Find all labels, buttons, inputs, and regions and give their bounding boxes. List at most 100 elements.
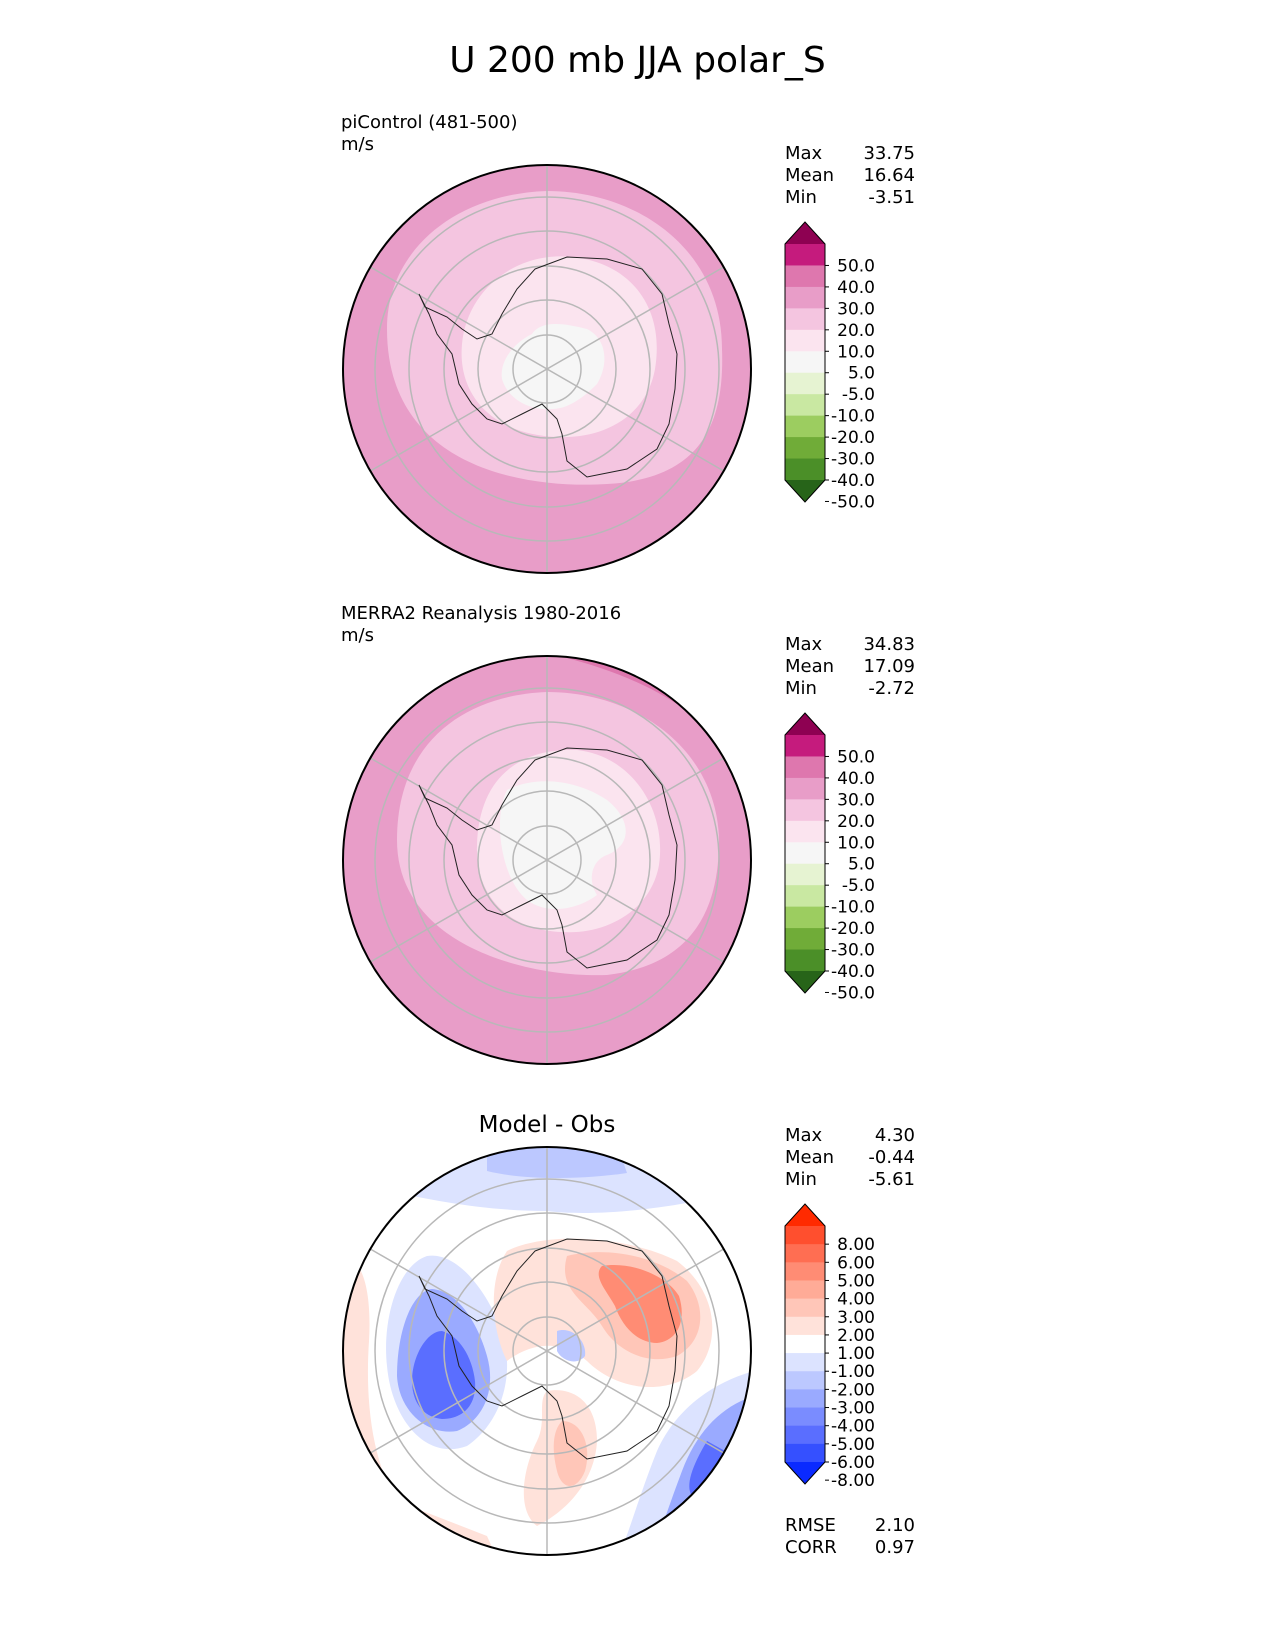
- colorbar-segment: [785, 949, 825, 972]
- colorbar-segment: [785, 820, 825, 843]
- stat-value: -0.44: [868, 1147, 915, 1168]
- colorbar-tick-label: 3.00: [837, 1308, 875, 1328]
- colorbar-segment: [785, 265, 825, 288]
- colorbar-tick-label: 50.0: [837, 747, 875, 767]
- colorbar-segment: [785, 1262, 825, 1281]
- colorbar-tick-label: 30.0: [837, 299, 875, 319]
- graticule: [369, 1147, 725, 1555]
- contour-minus6-minus5: [412, 1331, 476, 1419]
- antarctica-coastline: [418, 747, 678, 969]
- colorbar-segment: [785, 1443, 825, 1463]
- colorbar-segment: [785, 1316, 825, 1336]
- colorbar-tick-label: -4.00: [831, 1417, 875, 1437]
- colorbar-tick-label: -30.0: [831, 450, 875, 470]
- colorbar-segment: [785, 351, 825, 374]
- colorbar-segment: [785, 1425, 825, 1445]
- colorbar-segment: [785, 372, 825, 395]
- colorbar-segment: [785, 1371, 825, 1390]
- colorbar-tick-label: -40.0: [831, 471, 875, 491]
- panel3-metrics: RMSE 2.10 CORR 0.97: [785, 1515, 915, 1559]
- colorbar-panel2: 50.040.030.020.010.05.0-5.0-10.0-20.0-30…: [784, 712, 875, 1003]
- metric-value: 2.10: [874, 1515, 915, 1536]
- colorbar-tick-label: 5.0: [848, 364, 875, 384]
- colorbar-tick-label: 50.0: [837, 256, 875, 276]
- panel3-stats: Max 4.30 Mean -0.44 Min -5.61: [785, 1125, 915, 1191]
- metric-name: RMSE: [785, 1515, 836, 1536]
- stat-name: Min: [785, 678, 817, 699]
- colorbar-tick-label: -2.00: [831, 1380, 875, 1400]
- colorbar-tick-label: -6.00: [831, 1453, 875, 1473]
- colorbar-segment: [785, 458, 825, 481]
- colorbar-tick-label: 6.00: [837, 1253, 875, 1273]
- colorbar-tick-label: -5.0: [842, 876, 875, 896]
- colorbar-segment: [785, 863, 825, 886]
- colorbar-tick-label: -40.0: [831, 962, 875, 982]
- colorbar-segment: [785, 244, 825, 266]
- stat-value: 4.30: [874, 1125, 915, 1146]
- colorbar-tick-label: 20.0: [837, 812, 875, 832]
- colorbar-segment: [785, 928, 825, 951]
- colorbar-tick-label: 8.00: [837, 1235, 875, 1255]
- stat-name: Min: [785, 1169, 817, 1190]
- colorbar-segment: [785, 906, 825, 929]
- colorbar-segment: [785, 415, 825, 438]
- stat-value: 33.75: [863, 143, 915, 164]
- map-panel1: [342, 164, 752, 574]
- panel2-label: MERRA2 Reanalysis 1980-2016 m/s: [341, 603, 621, 647]
- colorbar-tick-label: 5.0: [848, 855, 875, 875]
- colorbar-panel3: 8.006.005.004.003.002.001.00-1.00-2.00-3…: [784, 1203, 875, 1491]
- stat-name: Mean: [785, 1147, 835, 1168]
- colorbar-segment: [785, 1298, 825, 1318]
- metric-name: CORR: [785, 1537, 837, 1558]
- panel1-label: piControl (481-500) m/s: [341, 112, 517, 156]
- colorbar-tick-label: 30.0: [837, 790, 875, 810]
- colorbar-tick-label: -8.00: [831, 1471, 875, 1491]
- colorbar-segment: [785, 1353, 825, 1372]
- colorbar-segment: [785, 1407, 825, 1427]
- stat-value: -3.51: [868, 187, 915, 208]
- colorbar-segment: [785, 756, 825, 779]
- colorbar-segment: [785, 308, 825, 331]
- colorbar-segment: [785, 286, 825, 309]
- contour-minus5-5: [499, 781, 626, 910]
- stat-name: Max: [785, 143, 823, 164]
- colorbar-segment: [785, 394, 825, 417]
- stat-row: Max 33.75: [785, 143, 915, 165]
- colorbar-segment: [785, 1280, 825, 1300]
- graticule: [369, 165, 725, 573]
- stat-name: Min: [785, 187, 817, 208]
- metric-row: RMSE 2.10: [785, 1515, 915, 1537]
- colorbar-segment: [785, 329, 825, 352]
- colorbar-panel1: 50.040.030.020.010.05.0-5.0-10.0-20.0-30…: [784, 221, 875, 512]
- panel3-title: Model - Obs: [478, 1112, 616, 1138]
- colorbar-extend-max: [785, 1204, 825, 1226]
- colorbar-segment: [785, 735, 825, 757]
- stat-row: Mean 16.64: [785, 165, 915, 187]
- colorbar-tick-label: 1.00: [837, 1344, 875, 1364]
- stat-name: Max: [785, 1125, 823, 1146]
- colorbar-segment: [785, 1244, 825, 1263]
- stat-value: 16.64: [863, 165, 915, 186]
- metric-value: 0.97: [874, 1537, 915, 1558]
- stat-row: Min -3.51: [785, 187, 915, 209]
- stat-name: Mean: [785, 656, 835, 677]
- figure-title: U 200 mb JJA polar_S: [449, 40, 826, 81]
- stat-name: Mean: [785, 165, 835, 186]
- colorbar-tick-label: 40.0: [837, 278, 875, 298]
- stat-name: Max: [785, 634, 823, 655]
- panel1-units: m/s: [341, 134, 374, 155]
- colorbar-segment: [785, 777, 825, 800]
- stat-value: -2.72: [868, 678, 915, 699]
- contour-minus6-minus5: [689, 1441, 725, 1497]
- antarctica-coastline: [418, 256, 678, 478]
- colorbar-tick-label: -50.0: [831, 983, 875, 1003]
- colorbar-tick-label: -10.0: [831, 898, 875, 918]
- colorbar-segment: [785, 1226, 825, 1245]
- contour-minus3-minus2: [487, 1147, 627, 1178]
- panel2-stats: Max 34.83 Mean 17.09 Min -2.72: [785, 634, 915, 700]
- colorbar-tick-label: -1.00: [831, 1362, 875, 1382]
- colorbar-segment: [785, 1334, 825, 1354]
- colorbar-extend-min: [785, 971, 825, 993]
- colorbar-extend-min: [785, 1462, 825, 1484]
- stat-row: Min -5.61: [785, 1169, 915, 1191]
